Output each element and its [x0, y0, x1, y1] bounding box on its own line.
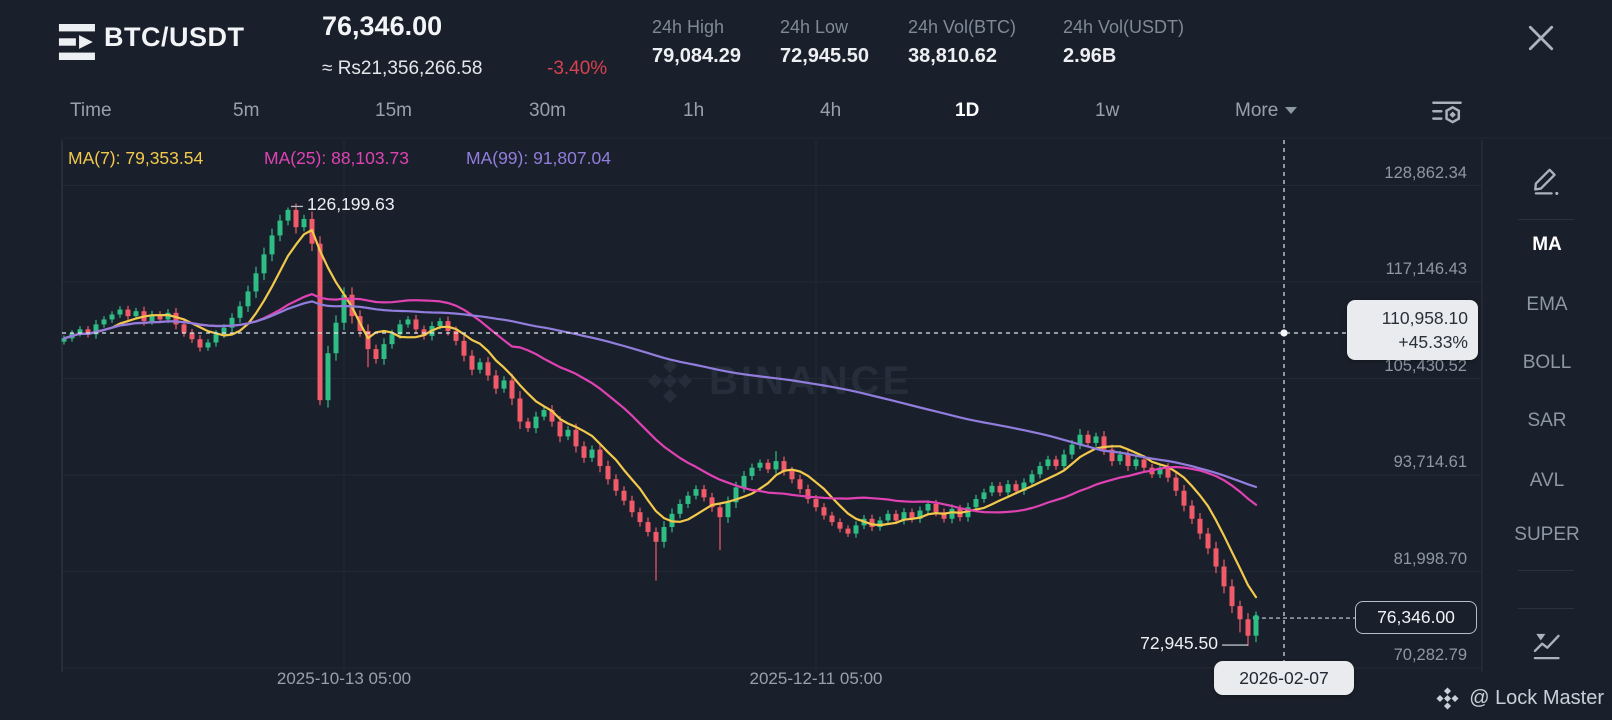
indicator-ma[interactable]: MA — [1532, 234, 1562, 255]
low-price-annotation: 72,945.50 — [1140, 633, 1218, 653]
x-tick-1: 2025-10-13 05:00 — [276, 669, 412, 688]
tab-1w[interactable]: 1w — [1095, 100, 1120, 121]
x-tick-2: 2025-12-11 05:00 — [749, 669, 883, 688]
peak-price-annotation: 126,199.63 — [307, 194, 395, 214]
watermark-text: BINANCE — [709, 358, 913, 403]
last-price-header: 76,346.00 — [322, 11, 443, 41]
crosshair-date-tooltip: 2026-02-07 — [1214, 661, 1354, 695]
chart-style-icon[interactable] — [1531, 630, 1565, 664]
more-label: More — [1235, 100, 1279, 121]
y-tick-6: 70,282.79 — [1393, 646, 1467, 664]
stat-label: 24h Low — [780, 17, 849, 37]
indicator-sar[interactable]: SAR — [1527, 410, 1567, 431]
symbol-title: BTC/USDT — [104, 22, 245, 52]
tab-5m[interactable]: 5m — [233, 100, 260, 121]
stat-3: 24h Vol(BTC) 38,810.62 — [908, 17, 1016, 68]
tab-4h[interactable]: 4h — [820, 100, 842, 121]
binance-watermark: BINANCE — [645, 356, 912, 406]
crosshair-price: 110,958.10 — [1381, 308, 1468, 328]
y-tick-5: 81,998.70 — [1393, 549, 1467, 568]
ma-legend-7: MA(7): 79,353.54 — [68, 148, 204, 168]
close-icon[interactable] — [1526, 23, 1556, 53]
fiat-equivalent: ≈ Rs21,356,266.58 — [322, 58, 483, 79]
tab-time[interactable]: Time — [70, 100, 112, 121]
indicator-settings-icon[interactable] — [1430, 97, 1464, 129]
last-price-axis-box: 76,346.00 — [1355, 601, 1477, 634]
toolbar-divider — [1518, 608, 1574, 609]
draw-pencil-icon[interactable] — [1530, 162, 1564, 196]
stat-2: 24h Low 72,945.50 — [780, 17, 869, 68]
chevron-down-icon — [1285, 107, 1298, 114]
stat-value: 79,084.29 — [652, 45, 741, 67]
tab-1d[interactable]: 1D — [955, 100, 980, 121]
stat-label: 24h Vol(USDT) — [1063, 17, 1185, 37]
y-tick-3: 105,430.52 — [1384, 356, 1467, 375]
stat-label: 24h Vol(BTC) — [908, 17, 1017, 37]
change-24h: -3.40% — [547, 58, 608, 79]
y-tick-2: 117,146.43 — [1385, 260, 1467, 278]
binance-credit-icon — [1436, 687, 1459, 710]
toolbar-divider — [1518, 570, 1574, 571]
stat-1: 24h High 79,084.29 — [652, 17, 741, 68]
menu-logo-icon[interactable] — [58, 24, 98, 60]
indicator-avl[interactable]: AVL — [1529, 470, 1565, 491]
y-tick-1: 128,862.34 — [1384, 163, 1467, 182]
credit-text: @ Lock Master — [1469, 687, 1604, 709]
tab-30m[interactable]: 30m — [529, 100, 566, 121]
ma-legend-25: MA(25): 88,103.73 — [264, 148, 409, 168]
tab-15m[interactable]: 15m — [375, 100, 412, 121]
stat-value: 72,945.50 — [780, 45, 869, 67]
ma-legend-99: MA(99): 91,807.04 — [466, 148, 611, 168]
tab-1h[interactable]: 1h — [683, 100, 705, 121]
crosshair-change: +45.33% — [1398, 332, 1468, 352]
toolbar-divider — [1518, 219, 1574, 220]
credit-badge: @ Lock Master — [1435, 686, 1604, 711]
crosshair-price-tooltip: 110,958.10 +45.33% — [1347, 300, 1478, 360]
stat-value: 2.96B — [1063, 45, 1117, 67]
tab-more[interactable]: More — [1235, 100, 1298, 122]
stat-label: 24h High — [652, 17, 725, 37]
binance-logo-icon — [647, 358, 693, 404]
stat-4: 24h Vol(USDT) 2.96B — [1063, 17, 1184, 68]
indicator-ema[interactable]: EMA — [1526, 294, 1568, 315]
stat-value: 38,810.62 — [908, 45, 997, 67]
indicator-super[interactable]: SUPER — [1514, 524, 1580, 545]
y-tick-4: 93,714.61 — [1393, 453, 1467, 471]
indicator-boll[interactable]: BOLL — [1522, 352, 1572, 373]
